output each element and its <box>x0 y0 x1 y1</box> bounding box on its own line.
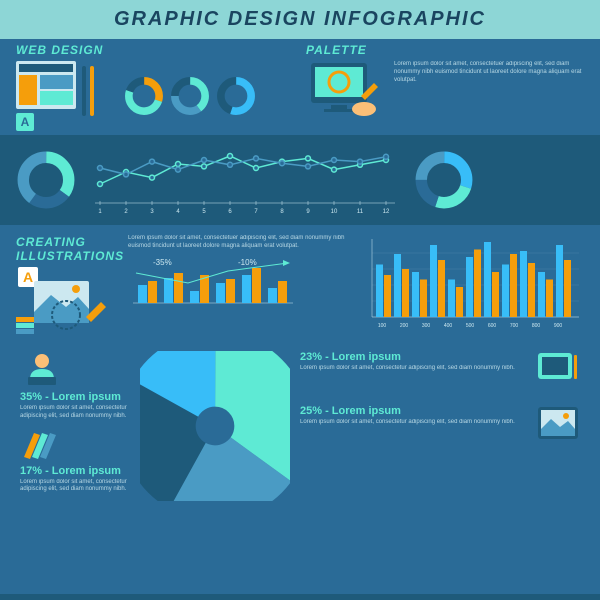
svg-text:8: 8 <box>280 209 284 215</box>
chart-band: 123456789101112 <box>0 135 600 225</box>
pct-3: 25% - Lorem ipsum <box>300 405 530 417</box>
pct-4: 17% - Lorem ipsum <box>20 465 130 477</box>
large-bar-chart: 100 200 300 400 500 600 700 800 900 <box>364 235 584 331</box>
svg-text:5: 5 <box>202 209 206 215</box>
creating-lorem: Lorem ipsum dolor sit amet, consectetuer… <box>128 235 352 251</box>
svg-text:9: 9 <box>306 209 310 215</box>
header-bar: GRAPHIC DESIGN INFOGRAPHIC <box>0 0 600 39</box>
bottom-row: 35% - Lorem ipsum Lorem ipsum dolor sit … <box>0 345 600 507</box>
svg-text:2: 2 <box>124 209 128 215</box>
band-donut-right <box>414 150 474 210</box>
pct-box-1: 35% - Lorem ipsum Lorem ipsum dolor sit … <box>20 391 130 421</box>
svg-text:12: 12 <box>383 209 390 215</box>
creating-title: CREATING ILLUSTRATIONS <box>16 235 116 263</box>
swatch-icon <box>20 427 64 463</box>
layout-icon: A <box>16 61 116 131</box>
pie-chart <box>140 351 290 501</box>
mid-text-chart: Lorem ipsum dolor sit amet, consectetuer… <box>128 235 352 341</box>
svg-text:900: 900 <box>554 323 563 329</box>
bottom-right: 23% - Lorem ipsum Lorem ipsum dolor sit … <box>300 351 580 501</box>
person-laptop-icon <box>20 351 64 387</box>
pct-2: 23% - Lorem ipsum <box>300 351 530 363</box>
svg-text:11: 11 <box>357 209 364 215</box>
band-donut-left <box>16 150 76 210</box>
infographic-page: GRAPHIC DESIGN INFOGRAPHIC WEB DESIGN A … <box>0 0 600 600</box>
photo-tablet-icon <box>536 405 580 441</box>
tablet-pen-icon <box>536 351 580 387</box>
monitor-icon <box>306 61 386 121</box>
palette-title: PALETTE <box>306 43 584 57</box>
svg-text:7: 7 <box>254 209 258 215</box>
top-row: WEB DESIGN A PALETTE <box>0 39 600 135</box>
creating-section: CREATING ILLUSTRATIONS A <box>16 235 116 341</box>
svg-text:500: 500 <box>466 323 475 329</box>
svg-text:-10%: -10% <box>238 258 257 267</box>
svg-text:A: A <box>21 115 30 129</box>
svg-text:200: 200 <box>400 323 409 329</box>
web-design-section: WEB DESIGN A <box>16 43 294 131</box>
small-bar-chart: -35% -10% <box>128 255 298 311</box>
bottom-left: 35% - Lorem ipsum Lorem ipsum dolor sit … <box>20 351 130 501</box>
svg-text:10: 10 <box>331 209 338 215</box>
svg-text:-35%: -35% <box>153 258 172 267</box>
main-title: GRAPHIC DESIGN INFOGRAPHIC <box>114 8 486 30</box>
pct-1: 35% - Lorem ipsum <box>20 391 130 403</box>
illustration-icon: A <box>16 267 116 341</box>
web-donut-1 <box>170 76 210 116</box>
footer-bar <box>0 594 600 600</box>
svg-text:800: 800 <box>532 323 541 329</box>
svg-text:300: 300 <box>422 323 431 329</box>
pct-box-4: 17% - Lorem ipsum Lorem ipsum dolor sit … <box>20 465 130 495</box>
svg-text:600: 600 <box>488 323 497 329</box>
web-design-title: WEB DESIGN <box>16 43 294 57</box>
svg-text:4: 4 <box>176 209 180 215</box>
svg-text:100: 100 <box>378 323 387 329</box>
svg-text:6: 6 <box>228 209 232 215</box>
svg-text:3: 3 <box>150 209 154 215</box>
web-donut-0 <box>124 76 164 116</box>
pct-box-3: 25% - Lorem ipsum Lorem ipsum dolor sit … <box>300 405 530 427</box>
line-chart: 123456789101112 <box>90 145 400 215</box>
palette-lorem: Lorem ipsum dolor sit amet, consectetuer… <box>394 61 584 121</box>
palette-section: PALETTE Lorem ipsum dolor sit amet, cons… <box>306 43 584 131</box>
web-donut-2 <box>216 76 256 116</box>
svg-text:400: 400 <box>444 323 453 329</box>
svg-text:700: 700 <box>510 323 519 329</box>
svg-text:1: 1 <box>98 209 102 215</box>
svg-text:A: A <box>23 269 33 285</box>
creating-row: CREATING ILLUSTRATIONS A Lorem ipsum dol… <box>0 231 600 345</box>
pct-box-2: 23% - Lorem ipsum Lorem ipsum dolor sit … <box>300 351 530 373</box>
